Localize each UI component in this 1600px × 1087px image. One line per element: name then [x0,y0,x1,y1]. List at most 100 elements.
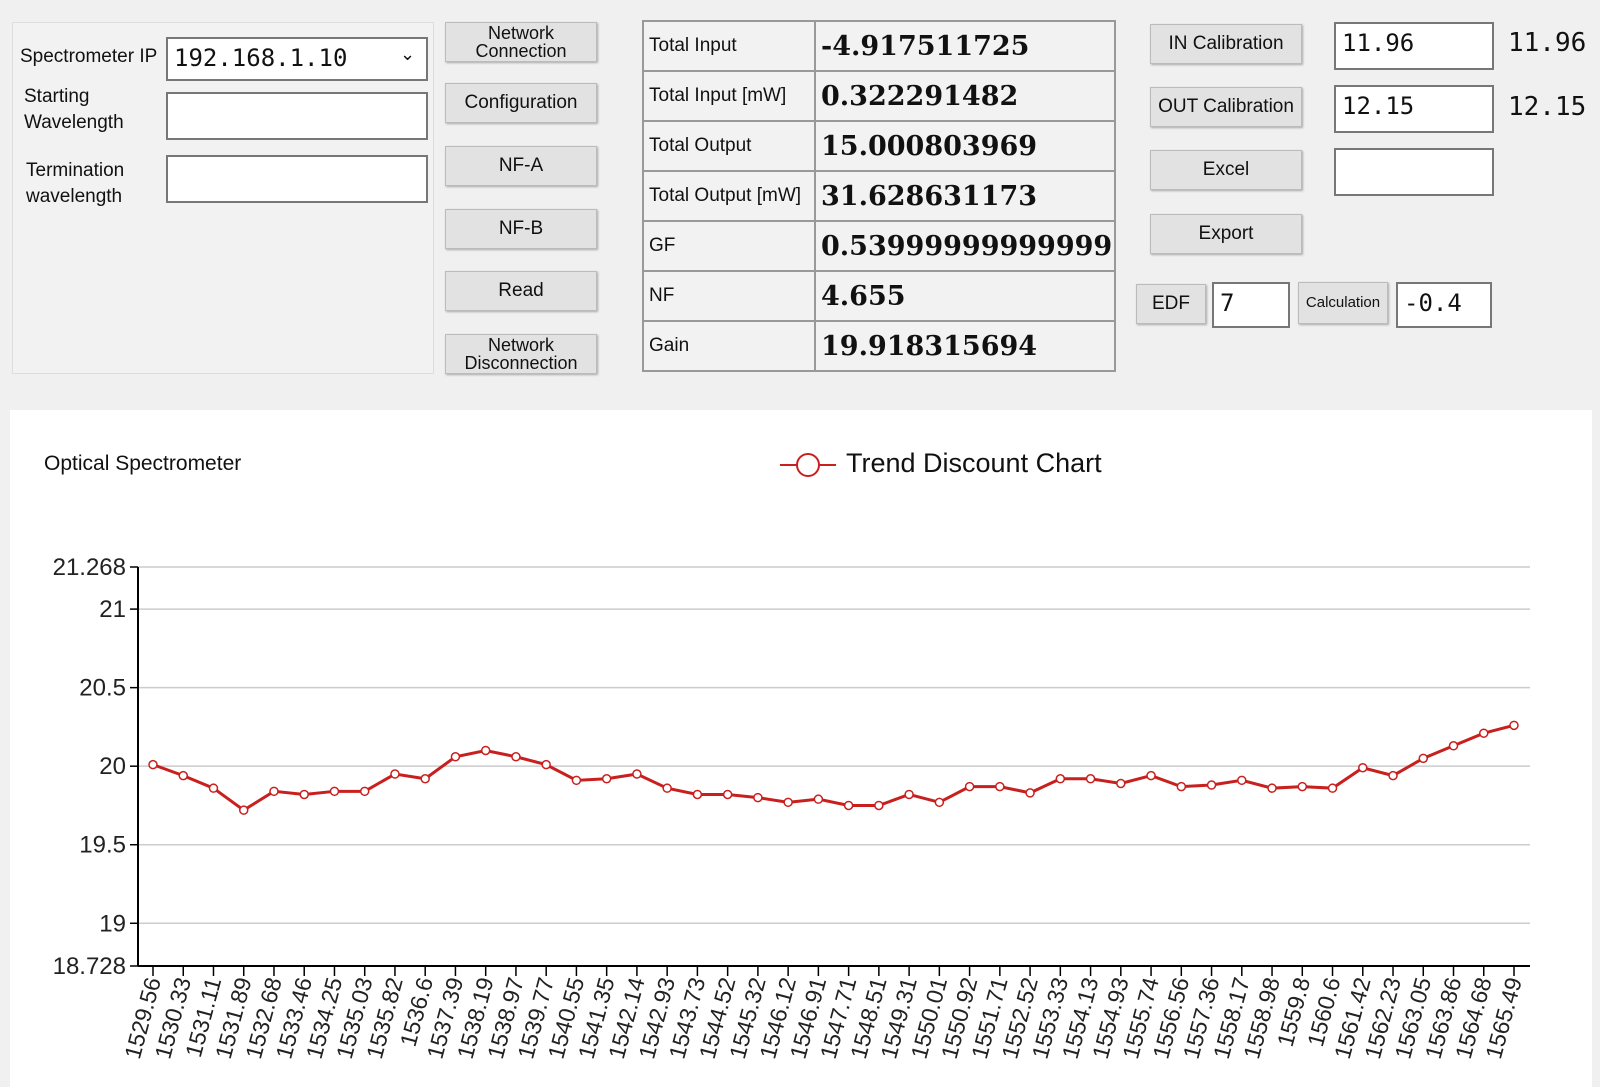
data-point [904,789,914,800]
data-point [601,774,612,784]
start-wavelength-input[interactable] [166,92,428,140]
start-wavelength-label: Starting Wavelength [24,86,124,133]
data-point [1237,775,1247,786]
data-point [1116,778,1126,789]
result-row: Total Output [mW] 31.628631173 [642,170,1116,222]
data-point [692,789,703,800]
data-point [1085,774,1096,784]
legend-marker-icon [780,453,836,477]
series-line [152,723,1515,812]
result-row: Total Input -4.917511725 [642,20,1116,72]
result-value: 0.322291482 [814,70,1116,122]
data-point [843,800,854,811]
y-tick-label: 20.5 [79,675,126,702]
data-point [1025,788,1035,798]
data-point [1479,728,1489,738]
data-point [329,786,340,797]
network-disconnection-button[interactable]: Network Disconnection [445,334,597,374]
y-tick-label: 21 [99,596,126,623]
termination-wavelength-input[interactable] [166,155,428,203]
data-point [208,783,219,793]
in-calibration-readout: 11.96 [1508,28,1587,58]
result-label: Total Input [mW] [642,70,816,122]
export-button[interactable]: Export [1150,214,1302,254]
data-point [662,783,672,793]
ip-select[interactable]: 192.168.1.10 [166,37,428,81]
out-calibration-button[interactable]: OUT Calibration [1150,87,1302,127]
data-point [1327,783,1338,793]
data-point [148,759,158,770]
in-calibration-button[interactable]: IN Calibration [1150,24,1302,64]
result-value: 15.000803969 [814,120,1116,172]
result-row: NF 4.655 [642,270,1116,322]
result-row: Total Input [mW] 0.322291482 [642,70,1116,122]
result-label: Total Input [642,20,816,72]
chart-legend-label[interactable]: Trend Discount Chart [846,448,1102,478]
excel-input[interactable] [1334,148,1494,196]
nf-a-button[interactable]: NF-A [445,146,597,186]
result-value: 0.53999999999999 [814,220,1116,272]
data-point [1206,780,1217,790]
network-connection-button[interactable]: Network Connection [445,22,597,62]
data-point [359,786,370,797]
data-point [995,781,1005,792]
data-point [874,800,884,811]
data-point [1267,783,1277,793]
data-point [964,781,975,792]
result-label: Total Output [mW] [642,170,816,222]
data-point [934,797,945,808]
calculation-button[interactable]: Calculation [1298,282,1388,324]
result-value: -4.917511725 [814,20,1116,72]
result-label: Total Output [642,120,816,172]
in-calibration-input[interactable]: 11.96 [1334,22,1494,70]
result-row: Total Output 15.000803969 [642,120,1116,172]
data-point [480,745,491,756]
data-point [1176,781,1187,792]
y-tick-label: 19 [99,910,126,937]
data-point [178,770,188,781]
excel-button[interactable]: Excel [1150,150,1302,190]
configuration-button[interactable]: Configuration [445,83,597,123]
chart-title: Optical Spectrometer [44,452,242,475]
out-calibration-input[interactable]: 12.15 [1334,85,1494,133]
y-tick-label: 18.728 [53,953,126,980]
data-point [390,769,400,779]
data-point [1388,770,1398,781]
result-label: Gain [642,320,816,372]
data-point [753,792,763,803]
edf-button[interactable]: EDF [1136,284,1206,324]
data-point [511,752,521,762]
y-tick-label: 20 [99,753,126,780]
result-row: GF 0.53999999999999 [642,220,1116,272]
read-button[interactable]: Read [445,271,597,311]
y-tick-label: 19.5 [79,832,126,859]
data-point [269,786,279,797]
data-point [1055,774,1066,784]
data-point [1297,781,1308,792]
data-point [571,775,582,786]
data-point [1146,770,1156,781]
data-point [541,759,551,770]
edf-input[interactable]: 7 [1212,282,1290,328]
result-value: 31.628631173 [814,170,1116,222]
y-tick-label: 21.268 [53,554,126,581]
data-point [420,774,430,784]
nf-b-button[interactable]: NF-B [445,209,597,249]
chevron-down-icon[interactable]: ⌄ [400,44,416,64]
result-label: GF [642,220,816,272]
data-point [450,752,461,762]
data-point [1358,763,1368,773]
data-point [299,789,309,800]
out-calibration-readout: 12.15 [1508,92,1587,122]
data-point [813,794,824,804]
data-point [1448,741,1459,751]
result-value: 19.918315694 [814,320,1116,372]
data-point [238,805,249,815]
calculation-output: -0.4 [1396,282,1492,328]
result-row: Gain 19.918315694 [642,320,1116,372]
ip-label: Spectrometer IP [20,46,158,67]
data-point [632,769,642,779]
data-point [1509,720,1519,731]
data-point [1418,753,1429,764]
